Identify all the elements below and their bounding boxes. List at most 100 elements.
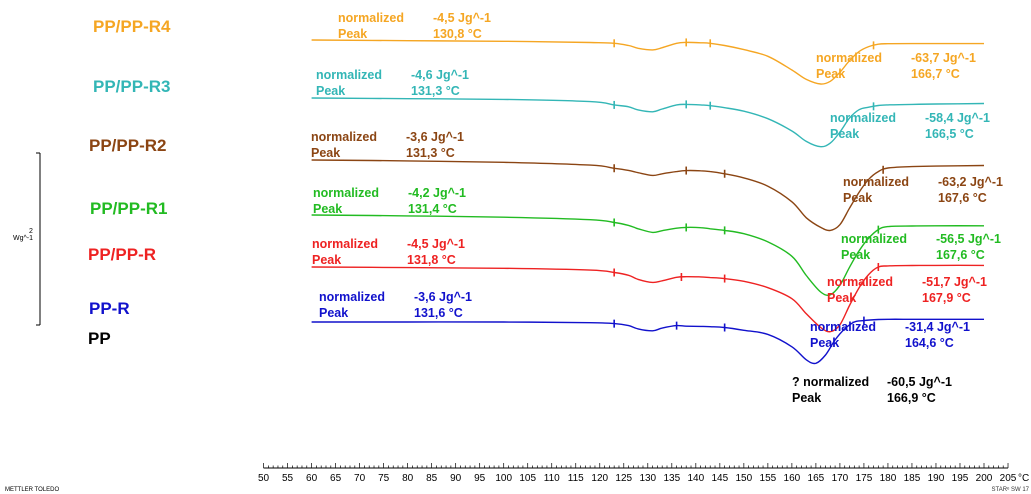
normalized-label: ? normalized [792,375,869,389]
peak-label: Peak [338,27,367,41]
x-tick-label: 190 [928,473,945,484]
x-tick-label: 160 [784,473,801,484]
peak-value: 130,8 °C [433,27,482,41]
x-tick-label: 175 [856,473,873,484]
x-tick-label: 120 [591,473,608,484]
x-tick-label: 170 [832,473,849,484]
x-tick-label: 55 [282,473,294,484]
normalized-value: -60,5 Jg^-1 [887,375,952,389]
scale-bar-value: 2 [29,228,33,235]
normalized-value: -51,7 Jg^-1 [922,275,987,289]
series-line-pp-pp-r3 [311,97,985,148]
series-line-pp-pp-r [311,264,985,333]
x-tick-label: 70 [354,473,366,484]
normalized-label: normalized [313,186,379,200]
normalized-label: normalized [810,320,876,334]
normalized-value: -63,2 Jg^-1 [938,175,1003,189]
x-tick-label: 185 [904,473,921,484]
normalized-value: -63,7 Jg^-1 [911,51,976,65]
peak-label: Peak [830,127,859,141]
x-tick-label: 95 [474,473,486,484]
peak-value: 167,6 °C [936,248,985,262]
x-axis: 50 55 60 65 70 75 80 85 90 95 100 105 110 115 120 125 13… [258,463,1029,484]
scale-bar-unit: Wg^-1 [13,235,33,242]
x-tick-label: 200 [976,473,993,484]
normalized-value: -4,5 Jg^-1 [407,237,465,251]
x-tick-label: 85 [426,473,438,484]
normalized-value: -3,6 Jg^-1 [406,130,464,144]
x-tick-label: 65 [330,473,342,484]
series-name-label: PP [88,329,111,348]
peak-value: 131,3 °C [406,146,455,160]
normalized-label: normalized [843,175,909,189]
peak-label: Peak [311,146,340,160]
normalized-value: -4,5 Jg^-1 [433,11,491,25]
normalized-label: normalized [830,111,896,125]
curves-layer [311,39,985,365]
labels-layer: PP/PP-R4 normalized -4,5 Jg^-1 Peak 130,8 °C… [88,11,1003,405]
series-line-pp-pp-r4 [311,39,984,85]
x-unit-label: °C [1018,473,1029,484]
normalized-label: normalized [841,232,907,246]
peak-value: 164,6 °C [905,336,954,350]
peak-label: Peak [816,67,845,81]
peak-value: 166,7 °C [911,67,960,81]
peak-value: 131,8 °C [407,253,456,267]
series-name-label: PP/PP-R [88,245,156,264]
series-name-label: PP/PP-R3 [93,77,170,96]
peak-value: 131,3 °C [411,84,460,98]
peak-label: Peak [312,253,341,267]
series-name-label: PP/PP-R4 [93,17,171,36]
series-line-pp-pp-r2 [311,159,985,232]
x-tick-label: 180 [880,473,897,484]
footer-left: METTLER TOLEDO [5,487,59,493]
normalized-value: -3,6 Jg^-1 [414,290,472,304]
normalized-label: normalized [312,237,378,251]
x-tick-label: 130 [639,473,656,484]
normalized-label: normalized [827,275,893,289]
x-tick-label: 205 [1000,473,1017,484]
peak-label: Peak [827,291,856,305]
normalized-value: -4,6 Jg^-1 [411,68,469,82]
peak-label: Peak [319,306,348,320]
normalized-value: -58,4 Jg^-1 [925,111,990,125]
x-tick-label: 105 [519,473,536,484]
peak-label: Peak [313,202,342,216]
x-tick-label: 165 [808,473,825,484]
x-tick-label: 155 [760,473,777,484]
normalized-value: -31,4 Jg^-1 [905,320,970,334]
peak-value: 166,5 °C [925,127,974,141]
x-tick-label: 145 [711,473,728,484]
footer-right: STARᵉ SW 17 [992,487,1030,493]
normalized-value: -4,2 Jg^-1 [408,186,466,200]
x-tick-label: 195 [952,473,969,484]
peak-value: 131,4 °C [408,202,457,216]
peak-label: Peak [792,391,821,405]
x-tick-label: 110 [544,473,560,484]
x-tick-label: 75 [378,473,390,484]
peak-label: Peak [316,84,345,98]
x-tick-label: 140 [687,473,704,484]
x-tick-label: 135 [663,473,680,484]
x-tick-label: 80 [402,473,414,484]
scale-bar: 2 Wg^-1 [13,152,41,326]
series-name-label: PP/PP-R2 [89,136,166,155]
series-line-pp-pp-r1 [311,214,985,296]
normalized-label: normalized [311,130,377,144]
peak-value: 167,9 °C [922,291,971,305]
normalized-label: normalized [816,51,882,65]
normalized-label: normalized [319,290,385,304]
peak-value: 166,9 °C [887,391,936,405]
peak-label: Peak [810,336,839,350]
peak-limit-marks [613,38,884,332]
x-tick-label: 60 [306,473,318,484]
x-tick-label: 90 [450,473,462,484]
x-tick-label: 125 [615,473,632,484]
normalized-label: normalized [338,11,404,25]
x-tick-label: 50 [258,473,270,484]
normalized-value: -56,5 Jg^-1 [936,232,1001,246]
peak-label: Peak [841,248,870,262]
series-line-pp-r [311,318,984,365]
x-tick-label: 115 [568,473,584,484]
